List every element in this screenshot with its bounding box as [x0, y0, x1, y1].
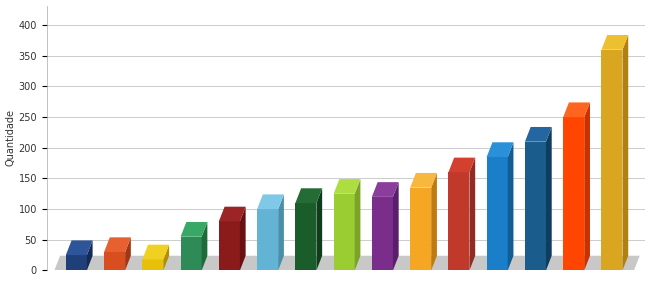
Polygon shape [410, 188, 431, 270]
Polygon shape [546, 127, 551, 270]
Polygon shape [257, 209, 278, 270]
Polygon shape [469, 158, 475, 270]
Polygon shape [163, 245, 169, 270]
Polygon shape [316, 188, 322, 270]
Polygon shape [372, 182, 398, 197]
Polygon shape [487, 142, 514, 157]
Polygon shape [87, 240, 92, 270]
Polygon shape [449, 172, 469, 270]
Polygon shape [143, 259, 163, 270]
Polygon shape [180, 222, 208, 237]
Polygon shape [410, 173, 437, 188]
Polygon shape [104, 237, 131, 252]
Polygon shape [202, 222, 208, 270]
Polygon shape [219, 207, 245, 221]
Polygon shape [66, 240, 92, 255]
Polygon shape [525, 127, 551, 142]
Polygon shape [104, 252, 125, 270]
Polygon shape [525, 142, 546, 270]
Polygon shape [622, 35, 628, 270]
Polygon shape [449, 158, 475, 172]
Polygon shape [355, 179, 361, 270]
Polygon shape [431, 173, 437, 270]
Polygon shape [487, 157, 508, 270]
Polygon shape [602, 35, 628, 50]
Polygon shape [143, 245, 169, 259]
Y-axis label: Quantidade: Quantidade [6, 109, 16, 166]
Polygon shape [393, 182, 398, 270]
Polygon shape [602, 50, 622, 270]
Polygon shape [563, 102, 590, 117]
Polygon shape [66, 255, 87, 270]
Polygon shape [563, 117, 584, 270]
Polygon shape [219, 221, 240, 270]
Polygon shape [333, 179, 361, 194]
Polygon shape [54, 256, 640, 270]
Polygon shape [257, 194, 284, 209]
Polygon shape [240, 207, 245, 270]
Polygon shape [296, 188, 322, 203]
Polygon shape [372, 197, 393, 270]
Polygon shape [296, 203, 316, 270]
Polygon shape [180, 237, 202, 270]
Polygon shape [508, 142, 514, 270]
Polygon shape [584, 102, 590, 270]
Polygon shape [333, 194, 355, 270]
Polygon shape [54, 270, 634, 278]
Polygon shape [125, 237, 131, 270]
Polygon shape [278, 194, 284, 270]
